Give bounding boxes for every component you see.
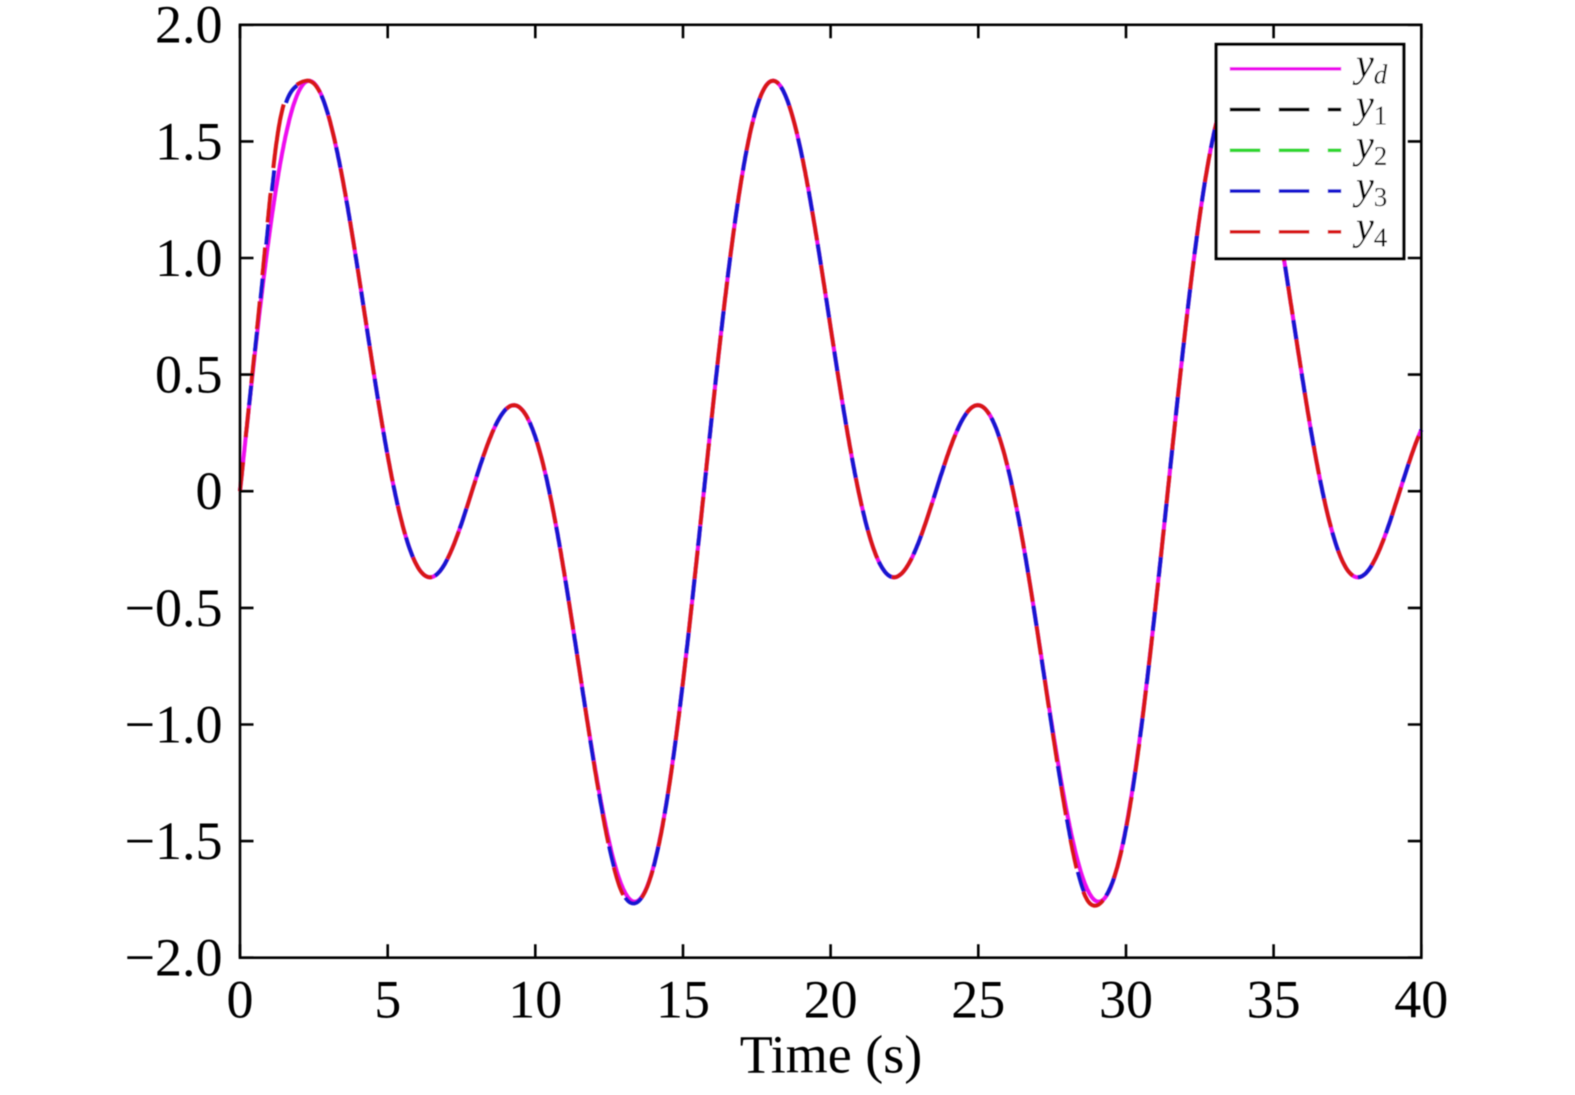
svg-text:−1.5: −1.5	[125, 811, 223, 871]
svg-text:40: 40	[1394, 970, 1448, 1030]
svg-text:0: 0	[196, 461, 223, 521]
svg-text:25: 25	[951, 970, 1005, 1030]
svg-text:−1.0: −1.0	[125, 694, 223, 754]
svg-text:−2.0: −2.0	[125, 928, 223, 988]
svg-text:2.0: 2.0	[155, 0, 223, 55]
svg-text:−0.5: −0.5	[125, 578, 223, 638]
svg-text:20: 20	[804, 970, 858, 1030]
svg-text:1.5: 1.5	[155, 111, 223, 171]
svg-text:0.5: 0.5	[155, 345, 223, 405]
svg-text:0: 0	[227, 970, 254, 1030]
svg-text:5: 5	[374, 970, 401, 1030]
svg-text:15: 15	[656, 970, 710, 1030]
svg-text:Time (s): Time (s)	[740, 1024, 923, 1084]
svg-text:10: 10	[508, 970, 562, 1030]
svg-text:30: 30	[1099, 970, 1153, 1030]
svg-text:y1: y1	[1352, 82, 1387, 131]
svg-text:1.0: 1.0	[155, 228, 223, 288]
svg-text:35: 35	[1247, 970, 1301, 1030]
